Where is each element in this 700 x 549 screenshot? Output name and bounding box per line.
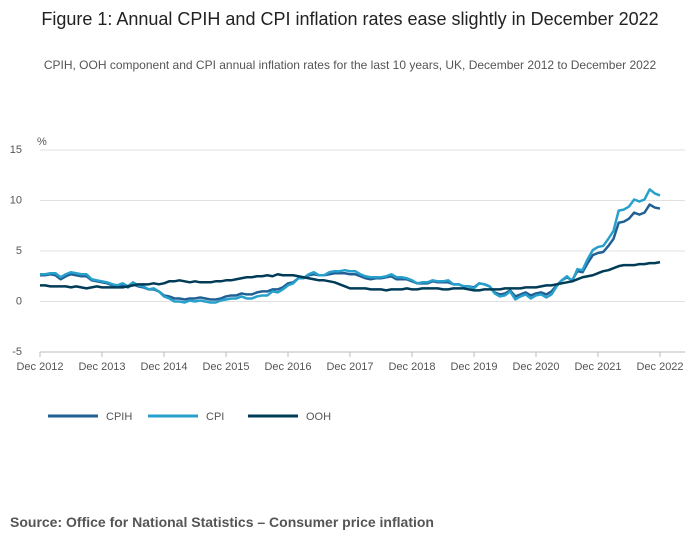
x-tick-label: Dec 2022 bbox=[636, 361, 683, 373]
legend-label: CPIH bbox=[106, 411, 132, 423]
y-tick-label: -5 bbox=[12, 346, 22, 358]
x-tick-label: Dec 2017 bbox=[326, 361, 373, 373]
series-line bbox=[40, 188, 661, 304]
y-tick-label: 5 bbox=[16, 245, 22, 257]
x-tick-label: Dec 2021 bbox=[574, 361, 621, 373]
y-tick-label: 0 bbox=[16, 295, 22, 307]
x-tick-label: Dec 2016 bbox=[264, 361, 311, 373]
x-tick-label: Dec 2020 bbox=[512, 361, 559, 373]
x-tick-label: Dec 2014 bbox=[140, 361, 187, 373]
x-tick-label: Dec 2015 bbox=[202, 361, 249, 373]
x-tick-label: Dec 2018 bbox=[388, 361, 435, 373]
x-tick-label: Dec 2012 bbox=[16, 361, 63, 373]
chart: % -5 0 5 10 15 Dec 2012 Dec 2013 Dec 2014 Dec 20… bbox=[10, 136, 685, 423]
chart-title: Figure 1: Annual CPIH and CPI inflation … bbox=[41, 9, 659, 29]
y-tick-label: 15 bbox=[10, 144, 22, 156]
chart-subtitle: CPIH, OOH component and CPI annual infla… bbox=[43, 58, 657, 72]
y-unit: % bbox=[37, 136, 47, 148]
y-tick-label: 10 bbox=[10, 194, 22, 206]
x-tick-label: Dec 2013 bbox=[78, 361, 125, 373]
series-line bbox=[40, 260, 661, 292]
legend-label: CPI bbox=[206, 411, 224, 423]
source: Source: Office for National Statistics –… bbox=[10, 514, 434, 530]
x-tick-label: Dec 2019 bbox=[450, 361, 497, 373]
legend-label: OOH bbox=[306, 411, 331, 423]
